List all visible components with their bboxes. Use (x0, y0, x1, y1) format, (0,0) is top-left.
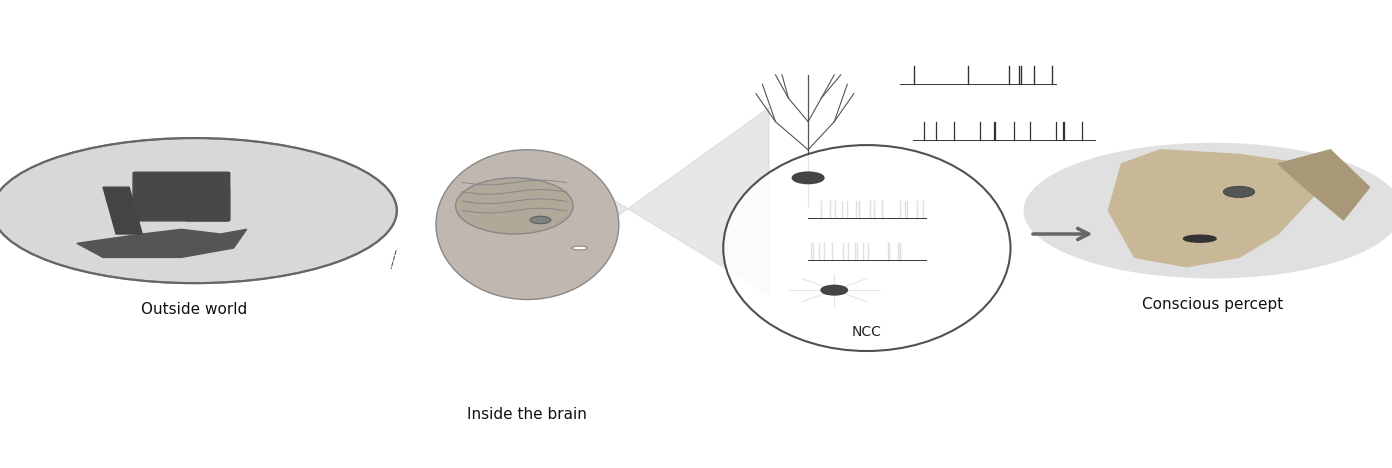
Ellipse shape (572, 246, 587, 250)
Circle shape (0, 138, 397, 283)
Text: Inside the brain: Inside the brain (468, 407, 587, 422)
Circle shape (821, 285, 848, 295)
Text: NCC: NCC (852, 325, 881, 339)
Circle shape (530, 216, 551, 224)
Text: Outside world: Outside world (142, 302, 248, 317)
Polygon shape (103, 187, 142, 234)
Ellipse shape (436, 150, 619, 300)
FancyBboxPatch shape (134, 172, 230, 221)
Ellipse shape (455, 178, 574, 234)
Text: Conscious percept: Conscious percept (1143, 297, 1283, 312)
Polygon shape (1108, 150, 1317, 267)
Circle shape (792, 172, 824, 183)
Ellipse shape (1183, 235, 1217, 242)
Polygon shape (593, 108, 768, 295)
Polygon shape (1278, 150, 1370, 220)
FancyBboxPatch shape (185, 186, 230, 221)
Polygon shape (77, 229, 246, 257)
Circle shape (1224, 186, 1254, 197)
Circle shape (1023, 143, 1392, 278)
Ellipse shape (724, 145, 1011, 351)
